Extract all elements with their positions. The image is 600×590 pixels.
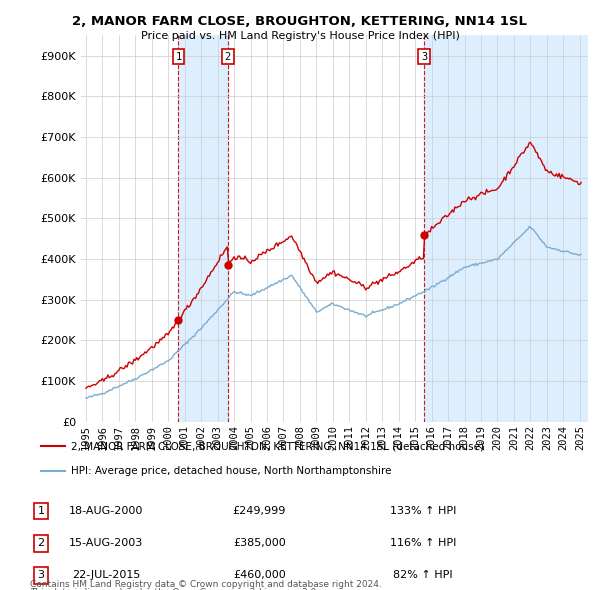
Text: 2: 2 <box>37 538 44 548</box>
Text: This data is licensed under the Open Government Licence v3.0.: This data is licensed under the Open Gov… <box>30 588 319 590</box>
Bar <box>424 35 588 422</box>
Text: 2, MANOR FARM CLOSE, BROUGHTON, KETTERING, NN14 1SL (detached house): 2, MANOR FARM CLOSE, BROUGHTON, KETTERIN… <box>71 441 484 451</box>
Text: 3: 3 <box>421 52 427 61</box>
Text: Price paid vs. HM Land Registry's House Price Index (HPI): Price paid vs. HM Land Registry's House … <box>140 31 460 41</box>
Text: Contains HM Land Registry data © Crown copyright and database right 2024.: Contains HM Land Registry data © Crown c… <box>30 580 382 589</box>
Text: 2: 2 <box>225 52 231 61</box>
Text: £249,999: £249,999 <box>233 506 286 516</box>
Text: 133% ↑ HPI: 133% ↑ HPI <box>390 506 457 516</box>
Text: 82% ↑ HPI: 82% ↑ HPI <box>394 571 453 581</box>
Text: 1: 1 <box>37 506 44 516</box>
Text: 116% ↑ HPI: 116% ↑ HPI <box>390 538 457 548</box>
Text: £460,000: £460,000 <box>233 571 286 581</box>
Text: 18-AUG-2000: 18-AUG-2000 <box>69 506 143 516</box>
Text: 3: 3 <box>37 571 44 581</box>
Text: 22-JUL-2015: 22-JUL-2015 <box>72 571 140 581</box>
Bar <box>178 35 228 422</box>
Text: 1: 1 <box>175 52 182 61</box>
Text: £385,000: £385,000 <box>233 538 286 548</box>
Text: 15-AUG-2003: 15-AUG-2003 <box>70 538 143 548</box>
Text: HPI: Average price, detached house, North Northamptonshire: HPI: Average price, detached house, Nort… <box>71 466 391 476</box>
Text: 2, MANOR FARM CLOSE, BROUGHTON, KETTERING, NN14 1SL: 2, MANOR FARM CLOSE, BROUGHTON, KETTERIN… <box>73 15 527 28</box>
